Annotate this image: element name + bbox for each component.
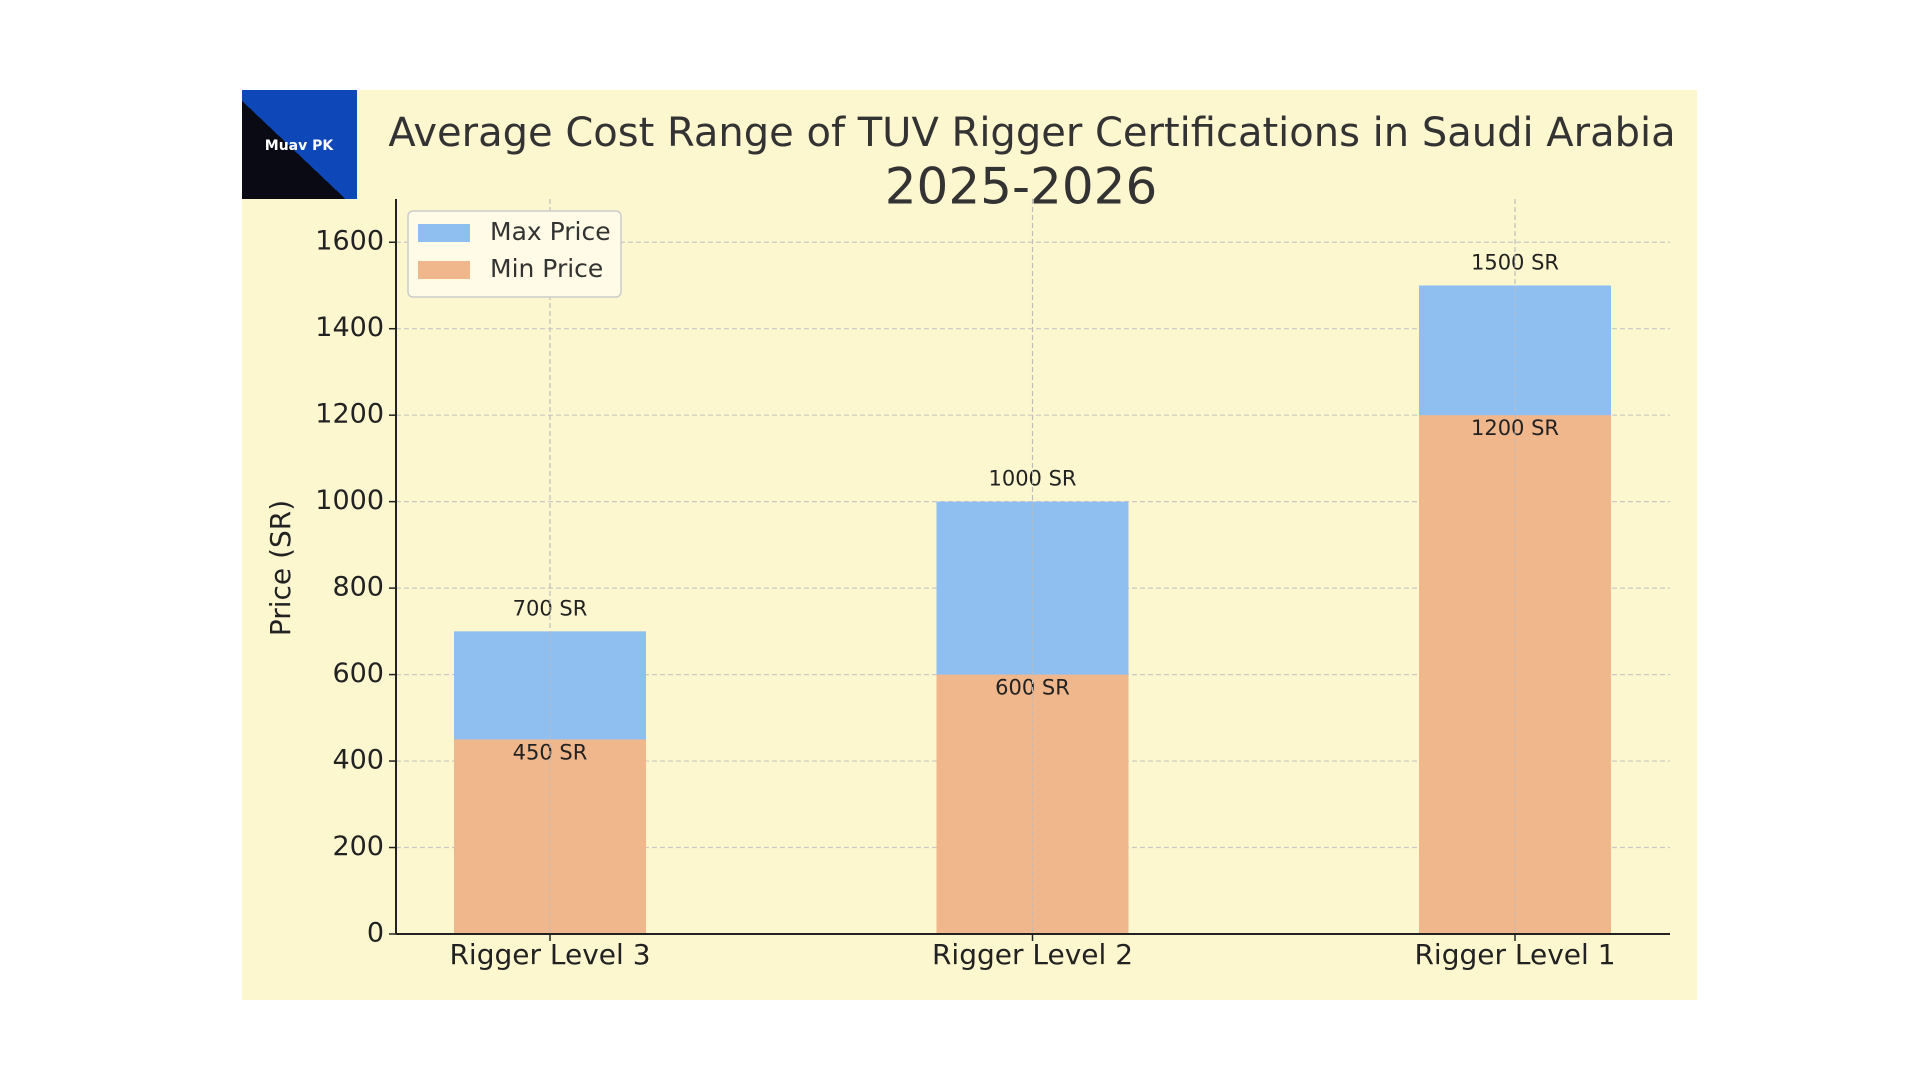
chart-subtitle: 2025-2026: [885, 158, 1158, 216]
y-tick-label: 800: [332, 572, 384, 603]
y-tick-label: 600: [332, 658, 384, 689]
value-label: 1500 SR: [1471, 250, 1559, 274]
y-tick-label: 200: [332, 831, 384, 862]
x-tick-label: Rigger Level 2: [932, 938, 1133, 971]
logo: [242, 90, 357, 199]
x-tick-label: Rigger Level 1: [1414, 938, 1615, 971]
legend-swatch: [418, 261, 470, 279]
legend-label: Min Price: [490, 254, 603, 283]
y-tick-label: 1000: [315, 485, 384, 516]
y-tick-label: 1200: [315, 399, 384, 430]
chart-title: Average Cost Range of TUV Rigger Certifi…: [388, 110, 1675, 156]
x-tick-label: Rigger Level 3: [449, 938, 650, 971]
logo-text: Muav PK: [265, 138, 335, 154]
legend-swatch: [418, 224, 470, 242]
y-tick-label: 0: [367, 918, 384, 949]
y-axis-label: Price (SR): [264, 500, 297, 636]
y-tick-label: 1600: [315, 226, 384, 257]
value-label: 1200 SR: [1471, 416, 1559, 440]
value-label: 1000 SR: [988, 467, 1076, 491]
y-tick-label: 400: [332, 745, 384, 776]
legend-label: Max Price: [490, 217, 611, 246]
y-tick-label: 1400: [315, 312, 384, 343]
